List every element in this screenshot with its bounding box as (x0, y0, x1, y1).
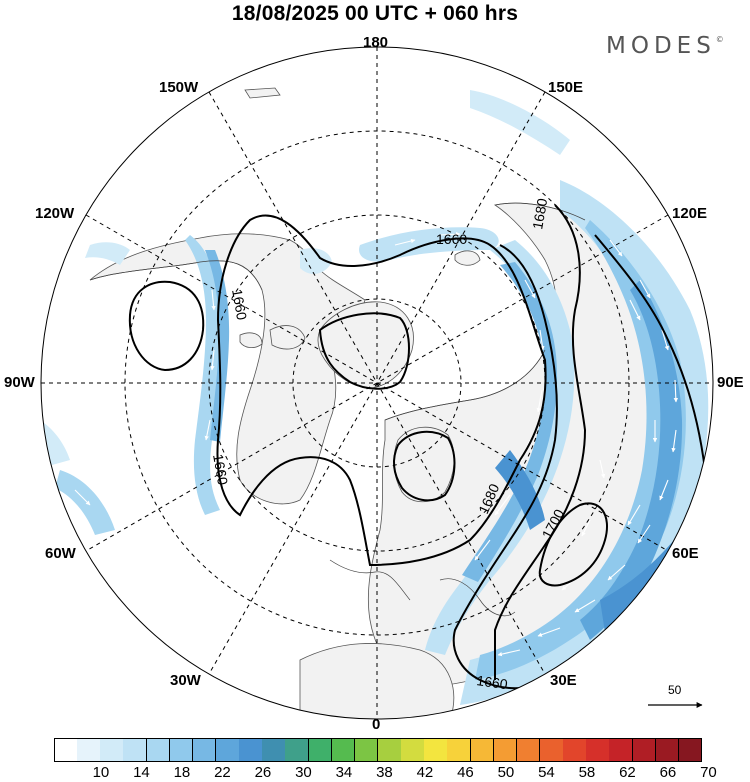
lon-label-60e: 60E (672, 545, 699, 562)
colorbar-swatch (308, 738, 333, 762)
colorbar-tick-label: 58 (578, 764, 596, 781)
colorbar-swatch (447, 738, 472, 762)
lon-label-30w: 30W (170, 672, 201, 689)
colorbar-tick-label: 62 (619, 764, 636, 781)
brand-logo: MODES© (606, 33, 724, 59)
lon-label-150e: 150E (548, 79, 584, 96)
colorbar-swatch (609, 738, 634, 762)
colorbar-swatch (192, 738, 217, 762)
coastlines (89, 202, 586, 617)
lon-label-90w: 90W (4, 374, 35, 391)
colorbar-swatch (54, 738, 78, 762)
contour-label: 1660 (210, 453, 231, 487)
colorbar-swatch (586, 738, 610, 762)
colorbar-swatch (378, 738, 402, 762)
colorbar-tick-label: 66 (659, 764, 677, 781)
colorbar-swatch (678, 738, 703, 762)
colorbar-swatch (424, 738, 448, 762)
contour-label: 1660 (476, 672, 509, 692)
colorbar-tick-label: 22 (214, 764, 231, 781)
colorbar-tick-label: 46 (457, 764, 474, 781)
colorbar-swatch (331, 738, 356, 762)
colorbar-tick-label: 38 (376, 764, 393, 781)
map-title: 18/08/2025 00 UTC + 060 hrs (231, 2, 519, 25)
colorbar-tick-label: 10 (92, 764, 110, 781)
colorbar-tick-label: 50 (497, 764, 515, 781)
colorbar-swatch (216, 738, 240, 762)
contour-label: 1660 (436, 231, 467, 247)
contour-label: 1660 (229, 288, 250, 322)
colorbar-tick-label: 70 (700, 764, 717, 781)
lon-label-150w: 150W (159, 79, 199, 96)
colorbar-tick-label: 54 (538, 764, 555, 781)
contour-label: 1680 (529, 197, 550, 231)
wind-reference-value: 50 (668, 683, 682, 697)
map-outline (40, 46, 714, 720)
lon-label-30e: 30E (550, 672, 577, 689)
colorbar-swatch (470, 738, 495, 762)
colorbar-swatch (540, 738, 564, 762)
colorbar-tick-label: 42 (416, 764, 434, 781)
lon-label-180: 180 (363, 34, 389, 51)
lon-label-60w: 60W (45, 545, 76, 562)
lon-label-90e: 90E (717, 374, 744, 391)
colorbar-tick-label: 26 (254, 764, 272, 781)
height-contours (128, 204, 706, 690)
colorbar-swatch (285, 738, 310, 762)
colorbar-swatch (262, 738, 286, 762)
wind-reference-vector: 50 (646, 683, 706, 713)
colorbar (54, 738, 703, 762)
colorbar-swatch (239, 738, 263, 762)
colorbar-swatch (77, 738, 101, 762)
lon-label-0: 0 (372, 716, 381, 733)
colorbar-swatch (563, 738, 587, 762)
colorbar-swatch (169, 738, 194, 762)
colorbar-tick-label: 18 (173, 764, 191, 781)
colorbar-swatch (354, 738, 379, 762)
colorbar-swatch (100, 738, 124, 762)
colorbar-tick-label: 14 (133, 764, 150, 781)
colorbar-swatch (516, 738, 541, 762)
colorbar-tick-label: 34 (335, 764, 353, 781)
colorbar-tick-label: 30 (295, 764, 312, 781)
lon-label-120w: 120W (35, 205, 75, 222)
colorbar-swatch (146, 738, 171, 762)
colorbar-swatch (655, 738, 680, 762)
colorbar-swatch (401, 738, 425, 762)
lon-label-120e: 120E (672, 205, 708, 222)
colorbar-swatch (493, 738, 518, 762)
colorbar-swatch (123, 738, 148, 762)
wind-reference-arrow (648, 702, 703, 708)
colorbar-swatch (632, 738, 657, 762)
